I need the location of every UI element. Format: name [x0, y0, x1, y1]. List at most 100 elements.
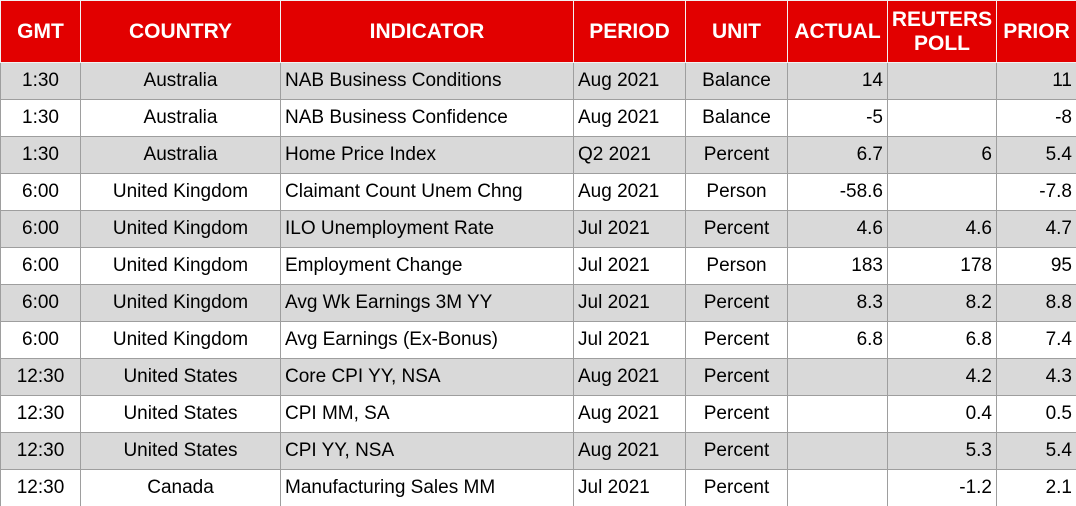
table-cell: 4.3 [996, 358, 1076, 396]
table-cell: Aug 2021 [573, 62, 686, 100]
table-cell: Australia [80, 62, 281, 100]
table-cell: 12:30 [0, 469, 81, 506]
table-cell: Jul 2021 [573, 247, 686, 285]
table-cell: Jul 2021 [573, 210, 686, 248]
table-cell: 12:30 [0, 395, 81, 433]
header-row: GMT COUNTRY INDICATOR PERIOD UNIT ACTUAL REUTE… [0, 0, 1076, 63]
table-cell: Aug 2021 [573, 358, 686, 396]
table-cell: -8 [996, 99, 1076, 137]
table-cell: CPI MM, SA [280, 395, 574, 433]
table-cell: 5.4 [996, 136, 1076, 174]
table-cell: Balance [685, 62, 788, 100]
table-row: 12:30 Canada Manufacturing Sales MM Jul 202… [0, 469, 1076, 506]
table-cell: Percent [685, 210, 788, 248]
table-cell [787, 432, 888, 470]
table-cell: 1:30 [0, 99, 81, 137]
table-cell: Percent [685, 395, 788, 433]
table-cell: United States [80, 395, 281, 433]
table-cell: 4.6 [787, 210, 888, 248]
table-row: 6:00 United Kingdom Claimant Count Unem Ch… [0, 173, 1076, 211]
table-cell: Percent [685, 284, 788, 322]
table-cell: 6:00 [0, 284, 81, 322]
table-cell [787, 358, 888, 396]
header-cell: ACTUAL [787, 0, 888, 63]
table-cell: NAB Business Conditions [280, 62, 574, 100]
table-cell: Avg Earnings (Ex-Bonus) [280, 321, 574, 359]
table-cell: 183 [787, 247, 888, 285]
table-cell: Core CPI YY, NSA [280, 358, 574, 396]
table-body: 1:30 Australia NAB Business Conditions Aug … [0, 62, 1076, 506]
header-cell: PRIOR [996, 0, 1076, 63]
table-row: 6:00 United Kingdom Employment Change Jul 2… [0, 247, 1076, 285]
table-cell: United Kingdom [80, 321, 281, 359]
table-cell [887, 99, 997, 137]
table-cell: 0.5 [996, 395, 1076, 433]
table-cell: United Kingdom [80, 284, 281, 322]
table-cell: United Kingdom [80, 247, 281, 285]
table-cell: 6 [887, 136, 997, 174]
table-cell: Jul 2021 [573, 284, 686, 322]
table-cell: Aug 2021 [573, 432, 686, 470]
table-cell [887, 62, 997, 100]
table-cell: 178 [887, 247, 997, 285]
table-cell: 5.3 [887, 432, 997, 470]
table-cell: 4.2 [887, 358, 997, 396]
table-cell: Aug 2021 [573, 173, 686, 211]
table-cell: 6:00 [0, 247, 81, 285]
table-cell: Percent [685, 321, 788, 359]
table-cell: 6.7 [787, 136, 888, 174]
table-cell: Person [685, 173, 788, 211]
table-cell: -1.2 [887, 469, 997, 506]
table-row: 12:30 United States CPI MM, SA Aug 2021 Perc… [0, 395, 1076, 433]
table-cell: 12:30 [0, 358, 81, 396]
table-cell: Avg Wk Earnings 3M YY [280, 284, 574, 322]
table-cell: -7.8 [996, 173, 1076, 211]
table-cell: 11 [996, 62, 1076, 100]
table-cell: 4.7 [996, 210, 1076, 248]
table-cell: 95 [996, 247, 1076, 285]
table-cell: 7.4 [996, 321, 1076, 359]
table-cell: -5 [787, 99, 888, 137]
table-row: 6:00 United Kingdom Avg Wk Earnings 3M YY J… [0, 284, 1076, 322]
table-cell: 6:00 [0, 210, 81, 248]
table-cell: 8.2 [887, 284, 997, 322]
table-cell: Jul 2021 [573, 469, 686, 506]
table-cell: 1:30 [0, 136, 81, 174]
table-cell: 6:00 [0, 321, 81, 359]
table-cell: 12:30 [0, 432, 81, 470]
table-cell: 6.8 [887, 321, 997, 359]
table-cell: Percent [685, 432, 788, 470]
table-cell: Percent [685, 358, 788, 396]
table-cell: Manufacturing Sales MM [280, 469, 574, 506]
table-cell: 8.3 [787, 284, 888, 322]
table-cell: 4.6 [887, 210, 997, 248]
table-cell: CPI YY, NSA [280, 432, 574, 470]
table-cell: Employment Change [280, 247, 574, 285]
table-row: 1:30 Australia Home Price Index Q2 2021 Perc… [0, 136, 1076, 174]
table-cell: -58.6 [787, 173, 888, 211]
table-cell: Balance [685, 99, 788, 137]
table-cell: United Kingdom [80, 173, 281, 211]
table-cell: Q2 2021 [573, 136, 686, 174]
table-cell: NAB Business Confidence [280, 99, 574, 137]
table-cell: 0.4 [887, 395, 997, 433]
table-cell: Percent [685, 136, 788, 174]
table-row: 6:00 United Kingdom Avg Earnings (Ex-Bonus… [0, 321, 1076, 359]
table-cell [787, 469, 888, 506]
table-cell: 8.8 [996, 284, 1076, 322]
table-cell: Aug 2021 [573, 395, 686, 433]
table-row: 1:30 Australia NAB Business Confidence Aug … [0, 99, 1076, 137]
table-cell: Claimant Count Unem Chng [280, 173, 574, 211]
header-cell: REUTERS POLL [887, 0, 997, 63]
table-cell: 6:00 [0, 173, 81, 211]
table-cell: Person [685, 247, 788, 285]
table-cell: 6.8 [787, 321, 888, 359]
table-cell [787, 395, 888, 433]
table-cell: Jul 2021 [573, 321, 686, 359]
table-cell: 5.4 [996, 432, 1076, 470]
table-row: 12:30 United States Core CPI YY, NSA Aug 20… [0, 358, 1076, 396]
table-cell: 1:30 [0, 62, 81, 100]
table-cell: 2.1 [996, 469, 1076, 506]
